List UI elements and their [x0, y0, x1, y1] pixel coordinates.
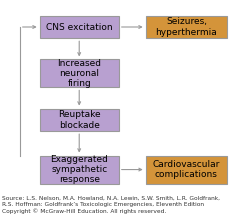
FancyBboxPatch shape [40, 156, 119, 184]
Text: Reuptake
blockade: Reuptake blockade [58, 110, 100, 130]
FancyBboxPatch shape [40, 16, 119, 38]
Text: Increased
neuronal
firing: Increased neuronal firing [57, 59, 101, 88]
Text: Exaggerated
sympathetic
response: Exaggerated sympathetic response [50, 155, 108, 184]
FancyBboxPatch shape [146, 156, 227, 184]
Text: CNS excitation: CNS excitation [46, 22, 113, 32]
Text: Cardiovascular
complications: Cardiovascular complications [153, 160, 220, 179]
FancyBboxPatch shape [146, 16, 227, 38]
Text: Source: L.S. Nelson, M.A. Howland, N.A. Lewin, S.W. Smith, L.R. Goldfrank,
R.S. : Source: L.S. Nelson, M.A. Howland, N.A. … [2, 196, 220, 214]
Text: Seizures,
hyperthermia: Seizures, hyperthermia [155, 17, 217, 37]
FancyBboxPatch shape [40, 59, 119, 87]
FancyBboxPatch shape [40, 109, 119, 131]
